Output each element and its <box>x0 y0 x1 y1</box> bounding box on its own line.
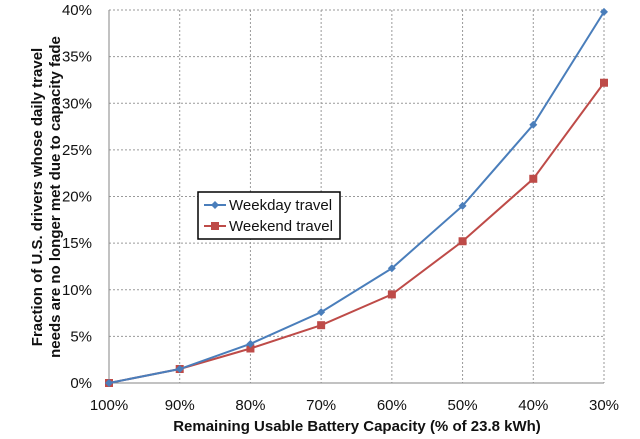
square-marker <box>387 290 396 299</box>
series-line <box>108 11 605 384</box>
y-tick-label: 30% <box>62 95 92 112</box>
axes <box>108 10 604 384</box>
x-tick-label: 60% <box>377 397 407 414</box>
legend-label: Weekday travel <box>229 197 332 214</box>
x-tick-label: 100% <box>90 397 128 414</box>
y-axis-ticks: 0% 5% 10% 15% 20% 25% 30% 35% 40% <box>62 2 92 392</box>
x-axis-title: Remaining Usable Battery Capacity (% of … <box>173 418 541 435</box>
y-tick-label: 5% <box>70 328 92 345</box>
y-tick-label: 0% <box>70 375 92 392</box>
legend-label: Weekend travel <box>229 218 333 235</box>
x-tick-label: 40% <box>518 397 548 414</box>
diamond-marker <box>105 379 113 387</box>
x-tick-label: 70% <box>306 397 336 414</box>
x-tick-label: 30% <box>589 397 619 414</box>
data-series <box>105 7 608 387</box>
legend-box <box>197 191 341 240</box>
square-marker <box>317 321 326 330</box>
diamond-marker <box>529 120 538 129</box>
square-marker <box>458 237 467 246</box>
legend-square-marker <box>211 222 219 230</box>
diamond-marker <box>317 308 326 317</box>
y-axis-title: Fraction of U.S. drivers whose daily tra… <box>29 36 64 358</box>
x-axis-ticks: 100% 90% 80% 70% 60% 50% 40% 30% <box>90 397 619 414</box>
y-tick-label: 20% <box>62 189 92 206</box>
diamond-marker <box>600 7 608 16</box>
diamond-marker <box>175 365 184 374</box>
legend: Weekday travel Weekend travel <box>197 191 341 240</box>
y-tick-label: 15% <box>62 235 92 252</box>
y-tick-label: 40% <box>62 2 92 19</box>
y-tick-label: 10% <box>62 282 92 299</box>
y-axis-title-line: Fraction of U.S. drivers whose daily tra… <box>29 48 46 346</box>
x-tick-label: 50% <box>448 397 478 414</box>
diamond-marker <box>387 264 396 273</box>
x-tick-label: 90% <box>165 397 195 414</box>
y-axis-title-line: needs are no longer met due to capacity … <box>47 36 64 358</box>
gridlines <box>109 9 605 383</box>
square-marker <box>246 344 255 353</box>
y-tick-label: 25% <box>62 142 92 159</box>
legend-item: Weekday travel <box>204 197 332 214</box>
square-marker <box>600 78 608 87</box>
series-weekday-travel <box>105 7 608 387</box>
diamond-marker <box>458 201 467 210</box>
diamond-marker <box>246 339 255 348</box>
legend-item: Weekend travel <box>204 218 333 235</box>
legend-diamond-marker <box>211 201 219 209</box>
y-tick-label: 35% <box>62 49 92 66</box>
x-tick-label: 80% <box>235 397 265 414</box>
square-marker <box>529 174 538 183</box>
